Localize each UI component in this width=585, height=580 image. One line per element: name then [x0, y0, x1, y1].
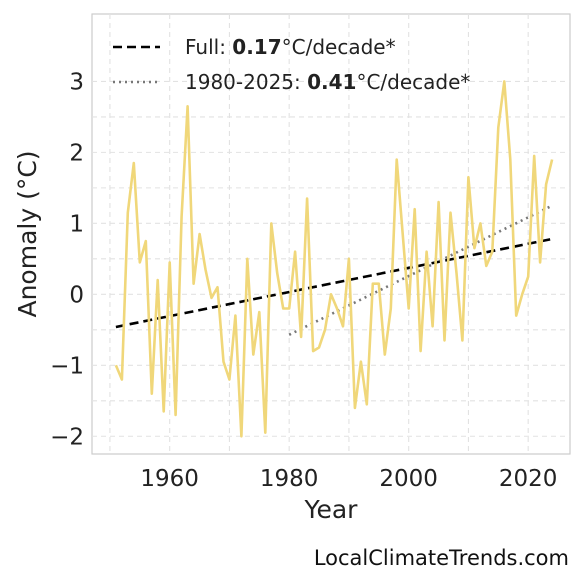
y-tick-label: 3 — [69, 69, 84, 95]
y-axis-ticks: −2 −1 0 1 2 3 — [50, 69, 84, 450]
trend-1980-line — [288, 204, 553, 336]
x-axis-ticks: 1960 1980 2000 2020 — [140, 466, 557, 492]
legend: Full: 0.17°C/decade* 1980-2025: 0.41°C/d… — [113, 35, 470, 94]
x-tick-label: 1960 — [140, 466, 199, 492]
y-tick-label: 2 — [69, 140, 84, 166]
trend-lines — [115, 204, 553, 336]
x-axis-title: Year — [304, 495, 359, 524]
y-tick-label: −1 — [50, 353, 84, 379]
plot-area — [91, 13, 571, 455]
legend-1980-label: 1980-2025: 0.41°C/decade* — [185, 70, 470, 94]
y-tick-label: −2 — [50, 424, 84, 450]
legend-full-label: Full: 0.17°C/decade* — [185, 35, 396, 59]
anomaly-series-line — [114, 80, 554, 438]
y-tick-label: 0 — [69, 282, 84, 308]
x-tick-label: 2020 — [499, 466, 558, 492]
x-tick-label: 2000 — [379, 466, 438, 492]
x-tick-label: 1980 — [260, 466, 319, 492]
full-trend-line — [115, 237, 553, 329]
y-axis-title: Anomaly (°C) — [13, 150, 42, 317]
y-tick-label: 1 — [69, 211, 84, 237]
watermark: LocalClimateTrends.com — [313, 546, 569, 570]
